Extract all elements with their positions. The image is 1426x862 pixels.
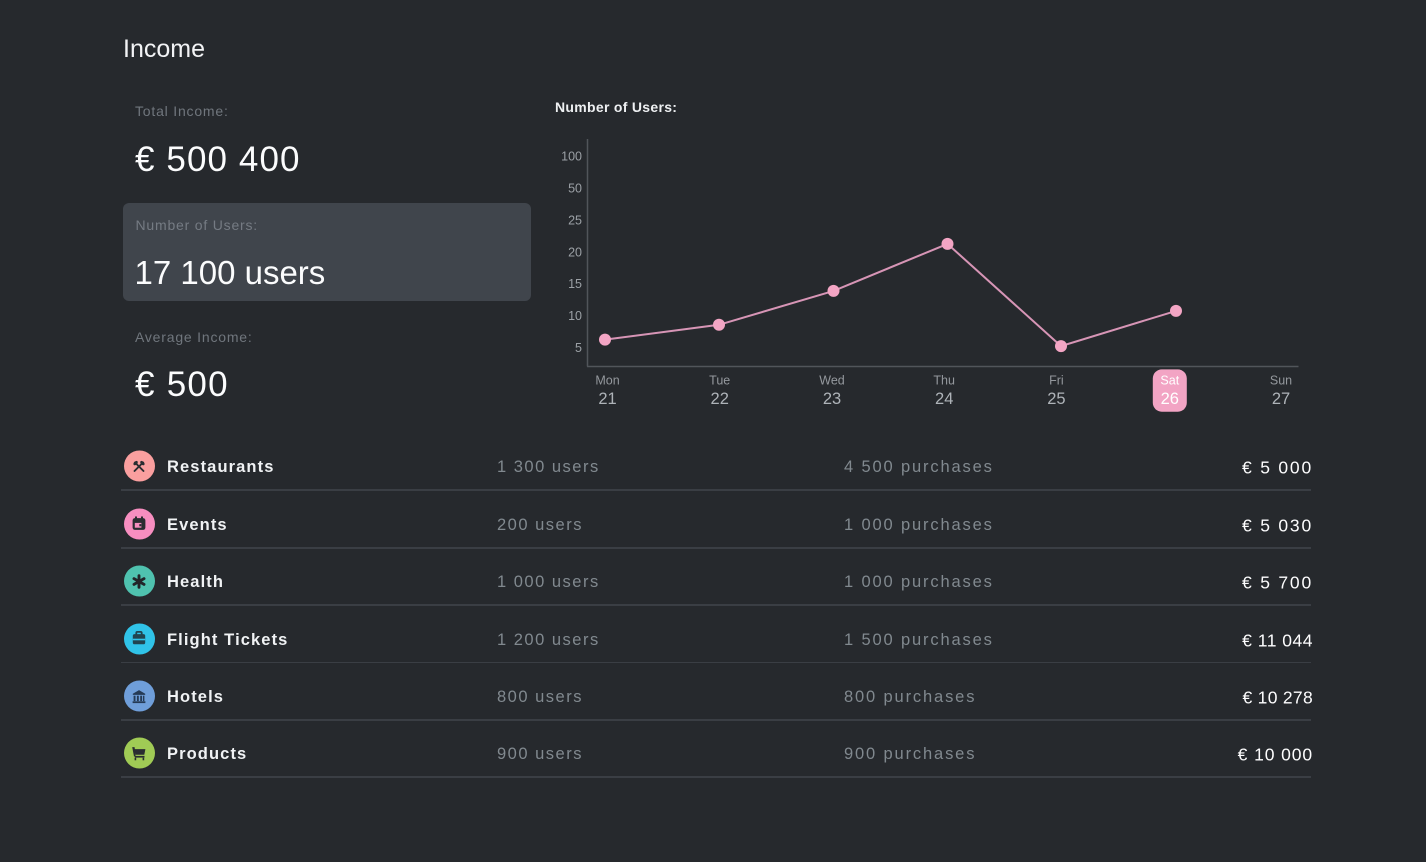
svg-text:5: 5: [575, 341, 582, 355]
svg-text:Tue: Tue: [709, 374, 730, 388]
svg-text:21: 21: [598, 390, 616, 408]
svg-text:Thu: Thu: [933, 374, 955, 388]
svg-text:26: 26: [1161, 390, 1179, 408]
svg-text:Sun: Sun: [1270, 374, 1292, 388]
svg-text:15: 15: [568, 277, 582, 291]
svg-text:20: 20: [568, 245, 582, 259]
svg-text:Wed: Wed: [819, 374, 845, 388]
svg-text:Sat: Sat: [1160, 374, 1179, 388]
svg-text:27: 27: [1272, 390, 1290, 408]
svg-text:Mon: Mon: [595, 374, 619, 388]
svg-text:25: 25: [1047, 390, 1065, 408]
svg-text:10: 10: [568, 309, 582, 323]
svg-text:24: 24: [935, 390, 953, 408]
svg-text:100: 100: [561, 150, 582, 164]
svg-text:50: 50: [568, 182, 582, 196]
svg-text:25: 25: [568, 213, 582, 227]
svg-text:22: 22: [711, 390, 729, 408]
svg-text:Fri: Fri: [1049, 374, 1064, 388]
svg-text:23: 23: [823, 390, 841, 408]
